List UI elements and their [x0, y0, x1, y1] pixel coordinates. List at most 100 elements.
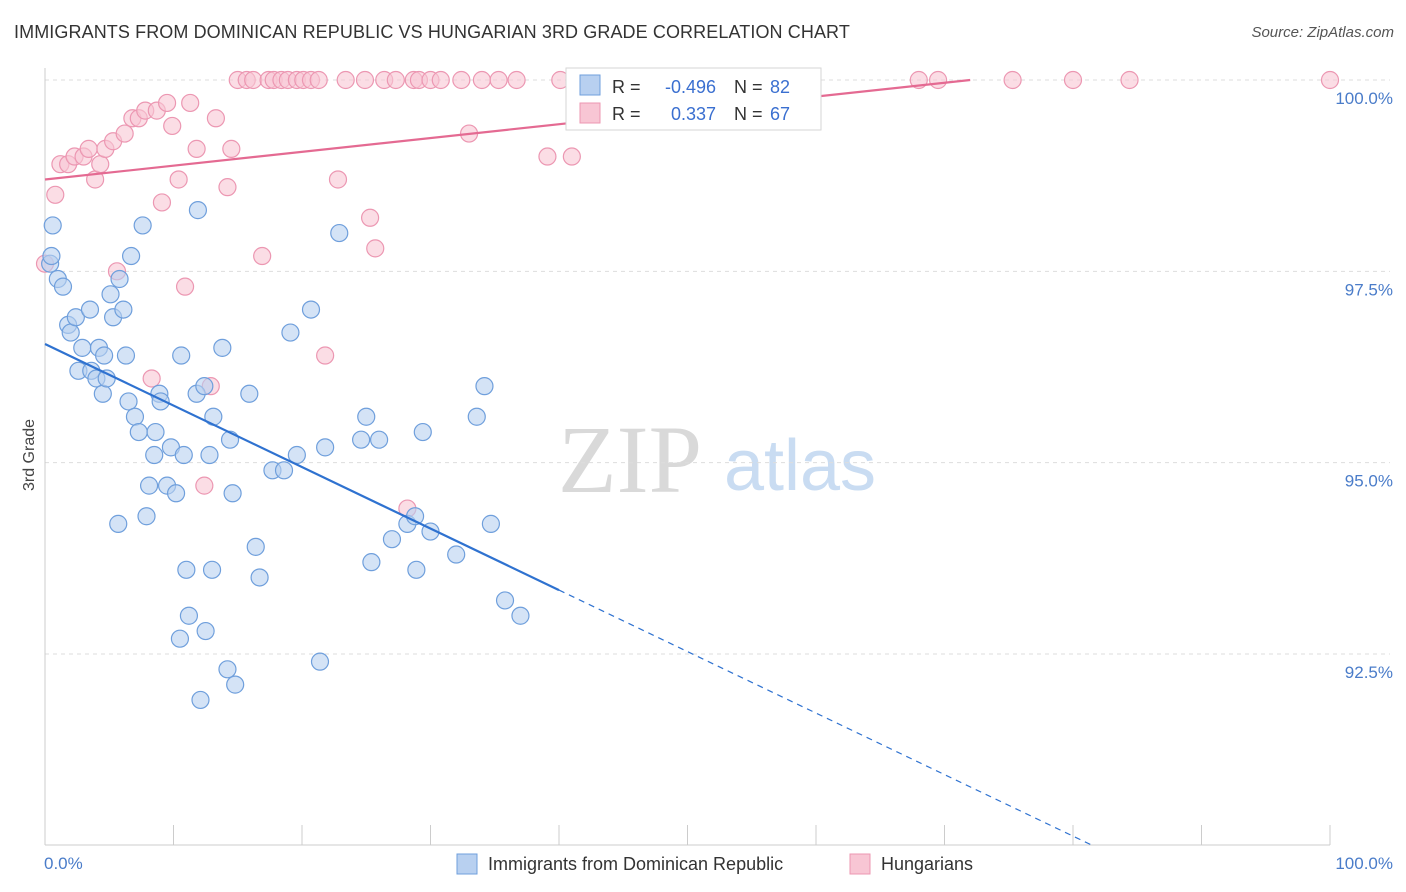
dominican-point-40	[177, 560, 196, 579]
source-credit: Source: ZipAtlas.com	[1251, 24, 1394, 41]
dominican-point-73	[407, 560, 426, 579]
legend-n-value-1: 82	[770, 77, 790, 97]
hungarians-point-29	[222, 139, 241, 158]
hungarians-point-43	[328, 170, 348, 189]
dominican-point-56	[246, 537, 265, 556]
hungarians-point-19	[157, 93, 177, 113]
hungarians-point-55	[452, 70, 471, 90]
dominican-point-27	[133, 216, 152, 235]
legend-swatch-blue	[579, 74, 601, 96]
stats-legend: R = -0.496 N = 82 R = 0.337 N = 67	[565, 67, 822, 131]
dominican-point-45	[195, 377, 214, 396]
dominican-point-14	[93, 384, 112, 403]
hungarians-point-65	[1003, 70, 1022, 90]
dominican-point-19	[109, 514, 128, 533]
dominican-point-65	[330, 223, 349, 243]
dominican-point-55	[240, 384, 259, 403]
hungarians-point-59	[507, 70, 526, 90]
dominican-trend-solid	[44, 343, 560, 592]
hungarians-point-25	[195, 476, 214, 495]
x-tick-label-end: 100.0%	[1335, 854, 1393, 873]
dominican-point-48	[202, 560, 222, 579]
hungarians-point-46	[361, 208, 380, 227]
dominican-trend-dashed	[558, 589, 1093, 846]
dominican-point-79	[481, 514, 500, 533]
hungarians-point-32	[244, 70, 263, 90]
chart-title: IMMIGRANTS FROM DOMINICAN REPUBLIC VS HU…	[14, 22, 850, 42]
bottom-legend-label-hungarians: Hungarians	[881, 854, 973, 874]
dominican-point-57	[250, 568, 269, 587]
dominican-point-22	[116, 346, 136, 365]
dominican-point-30	[145, 445, 164, 465]
dominican-point-59	[274, 461, 294, 480]
bottom-legend-label-dominican: Immigrants from Dominican Republic	[488, 854, 783, 874]
dominican-point-41	[179, 606, 199, 625]
hungarians-point-45	[355, 70, 375, 90]
hungarians-point-58	[489, 70, 508, 90]
dominican-point-36	[166, 484, 186, 503]
hungarians-points	[35, 70, 1340, 518]
dominican-point-53	[223, 484, 242, 503]
hungarians-point-33	[253, 246, 272, 266]
hungarians-point-41	[309, 70, 328, 90]
hungarians-point-64	[928, 70, 948, 90]
dominican-point-68	[362, 553, 381, 572]
dominican-point-2	[43, 216, 62, 235]
watermark-zip: ZIP	[558, 406, 702, 513]
dominican-point-46	[196, 621, 215, 641]
dominican-point-9	[73, 338, 92, 357]
hungarians-point-20	[163, 116, 182, 136]
dominican-point-51	[218, 660, 237, 679]
dominican-point-78	[475, 377, 494, 396]
legend-n-label-2: N =	[734, 104, 763, 124]
hungarians-point-44	[336, 70, 355, 90]
hungarians-point-28	[218, 178, 237, 197]
dominican-point-54	[226, 675, 245, 694]
legend-r-label-2: R =	[612, 104, 641, 124]
y-tick-label-3: 92.5%	[1345, 663, 1393, 682]
dominican-point-60	[281, 323, 300, 342]
gridlines	[45, 79, 1390, 655]
legend-n-value-2: 67	[770, 104, 790, 124]
dominican-point-6	[61, 323, 80, 342]
dominican-point-43	[188, 201, 208, 220]
dominican-point-25	[125, 407, 145, 426]
dominican-points	[41, 201, 530, 710]
legend-n-label-1: N =	[734, 77, 763, 97]
dominican-point-38	[172, 346, 191, 365]
hungarians-point-62	[562, 147, 581, 166]
dominican-point-39	[174, 445, 193, 465]
dominican-point-50	[213, 338, 232, 357]
hungarians-point-27	[206, 109, 226, 128]
dominican-point-69	[370, 430, 389, 449]
dominican-point-77	[467, 407, 486, 426]
dominican-point-67	[357, 407, 376, 426]
legend-swatch-pink	[579, 102, 601, 124]
dominican-point-47	[200, 445, 219, 465]
dominican-point-62	[301, 300, 321, 319]
bottom-legend-swatch-blue	[456, 853, 478, 875]
hungarians-point-68	[1320, 70, 1340, 90]
hungarians-point-22	[175, 277, 195, 296]
hungarians-point-49	[386, 70, 405, 90]
dominican-point-7	[66, 308, 85, 327]
watermark-atlas: atlas	[724, 426, 876, 506]
y-tick-label-1: 97.5%	[1345, 280, 1393, 299]
hungarians-point-12	[115, 124, 134, 143]
y-tick-label-0: 100.0%	[1335, 89, 1393, 108]
hungarians-point-60	[538, 147, 557, 166]
dominican-point-20	[110, 269, 129, 289]
dominican-point-21	[114, 300, 133, 319]
dominican-point-80	[495, 591, 515, 610]
legend-r-label-1: R =	[612, 77, 641, 97]
dominican-point-37	[170, 629, 190, 648]
dominican-point-44	[191, 690, 210, 710]
dominican-point-29	[139, 476, 159, 495]
dominican-point-70	[382, 530, 402, 549]
hungarians-point-1	[46, 185, 65, 204]
y-tick-label-2: 95.0%	[1345, 472, 1393, 491]
legend-r-value-2: 0.337	[671, 104, 716, 124]
dominican-point-28	[137, 507, 156, 526]
dominican-point-15	[95, 346, 114, 365]
y-axis-label: 3rd Grade	[21, 419, 38, 491]
